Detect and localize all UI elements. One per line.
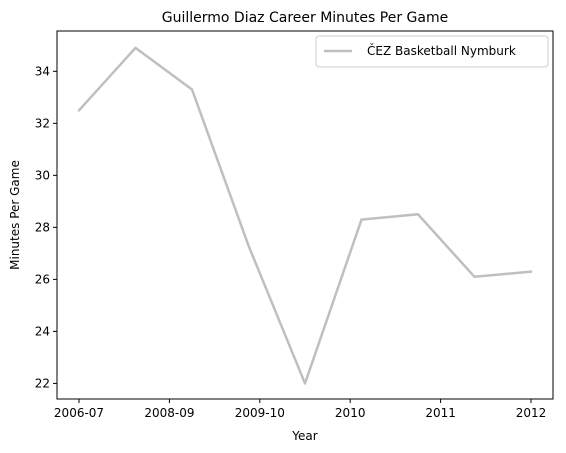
x-tick-label: 2012 [516,406,547,420]
y-tick-label: 34 [35,64,50,78]
legend: ČEZ Basketball Nymburk [315,35,549,68]
x-tick-label: 2011 [425,406,456,420]
x-tick-label: 2006-07 [54,406,104,420]
plot-area [56,30,554,400]
y-tick-label: 24 [35,324,50,338]
data-point [529,270,533,273]
data-point [134,46,137,50]
data-point [190,88,194,91]
y-axis-ticks: 22 24 26 28 30 32 34 [35,64,57,390]
data-point [360,218,363,221]
chart-title: Guillermo Diaz Career Minutes Per Game [162,10,448,26]
x-tick-label: 2009-10 [235,406,285,420]
data-point [303,382,307,385]
data-point [77,109,81,112]
legend-box [315,35,549,68]
x-tick-label: 2008-09 [144,406,194,420]
data-point [416,213,420,216]
data-point [473,275,476,278]
x-axis-ticks: 2006-07 2008-09 2009-10 2010 2011 2012 [54,399,546,420]
y-axis-label: Minutes Per Game [8,160,22,270]
series-layer [77,46,533,385]
y-tick-label: 32 [35,116,50,130]
y-tick-label: 28 [35,220,50,234]
y-tick-label: 22 [35,376,50,390]
x-axis-label: Year [291,429,317,443]
x-tick-label: 2010 [335,406,366,420]
y-tick-label: 30 [35,168,50,182]
y-tick-label: 26 [35,272,50,286]
legend-label: ČEZ Basketball Nymburk [367,43,516,58]
data-point [247,244,250,247]
